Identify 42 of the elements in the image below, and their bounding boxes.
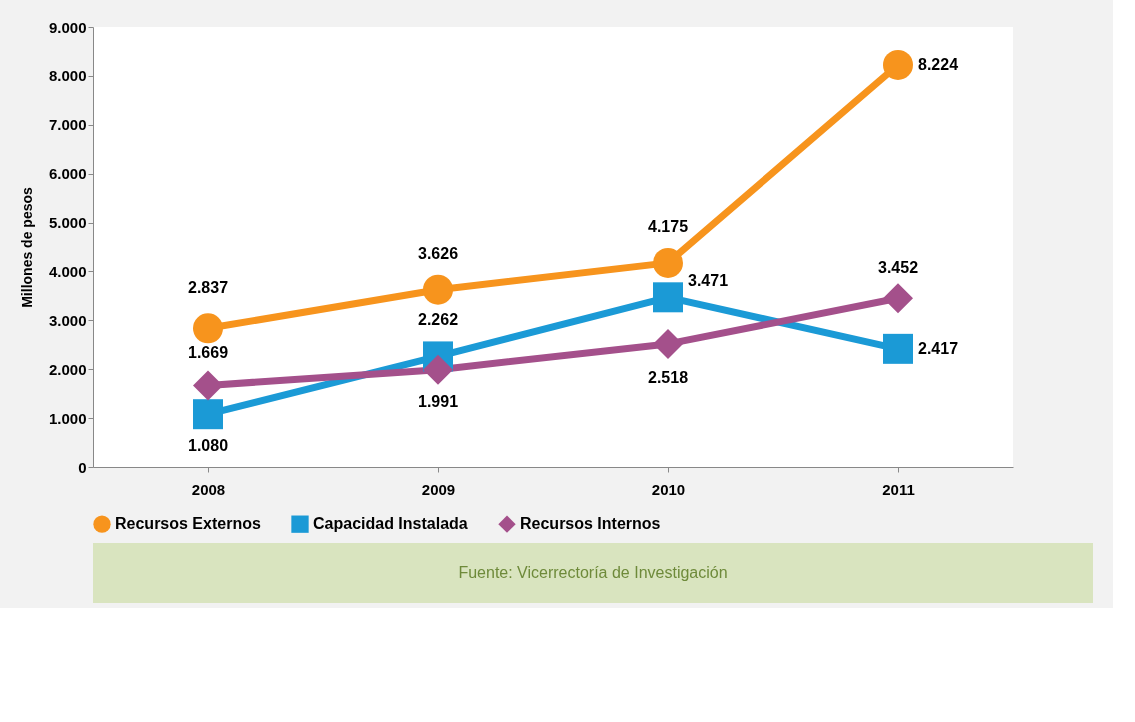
data-label: 8.224 [917,55,959,73]
data-label: 1.080 [187,437,229,455]
x-tick-label: 2009 [421,480,456,498]
data-label: 3.471 [687,272,729,290]
y-tick-label: 3.000 [48,311,87,329]
x-tick-label: 2008 [191,480,226,498]
point [423,274,453,305]
point [653,328,683,359]
point [653,282,683,313]
x-tick-label: 2011 [882,480,915,498]
point [193,399,223,430]
y-tick-label: 0 [78,458,87,476]
y-axis-title: Millones de pesos [18,187,35,308]
y-tick-label: 9.000 [48,18,87,36]
data-label: 1.991 [417,392,459,410]
data-label: 1.669 [187,344,229,362]
y-tick-label: 2.000 [48,360,87,378]
data-label: 2.518 [647,368,689,386]
y-tick-label: 8.000 [48,67,87,85]
point [423,354,453,385]
point [883,49,913,80]
legend-label: Recursos Externos [115,515,261,533]
y-tick-label: 7.000 [48,116,87,134]
y-tick-label: 5.000 [48,214,87,232]
y-tick-label: 1.000 [48,409,87,427]
data-label: 4.175 [647,217,689,235]
source-note: Fuente: Vicerrectoría de Investigación [458,564,728,581]
data-label: 2.262 [417,311,459,329]
point [653,247,683,278]
data-label: 2.417 [917,339,959,357]
point [193,313,223,344]
legend-label: Capacidad Instalada [313,515,468,533]
point [193,370,223,401]
point [883,333,913,364]
legend-label: Recursos Internos [520,515,661,533]
data-label: 2.837 [187,279,229,297]
data-label: 3.626 [417,244,459,262]
data-label: 3.452 [877,259,919,277]
y-tick-label: 6.000 [48,165,87,183]
x-tick-label: 2010 [651,480,686,498]
point [883,283,913,314]
y-tick-label: 4.000 [48,262,87,280]
